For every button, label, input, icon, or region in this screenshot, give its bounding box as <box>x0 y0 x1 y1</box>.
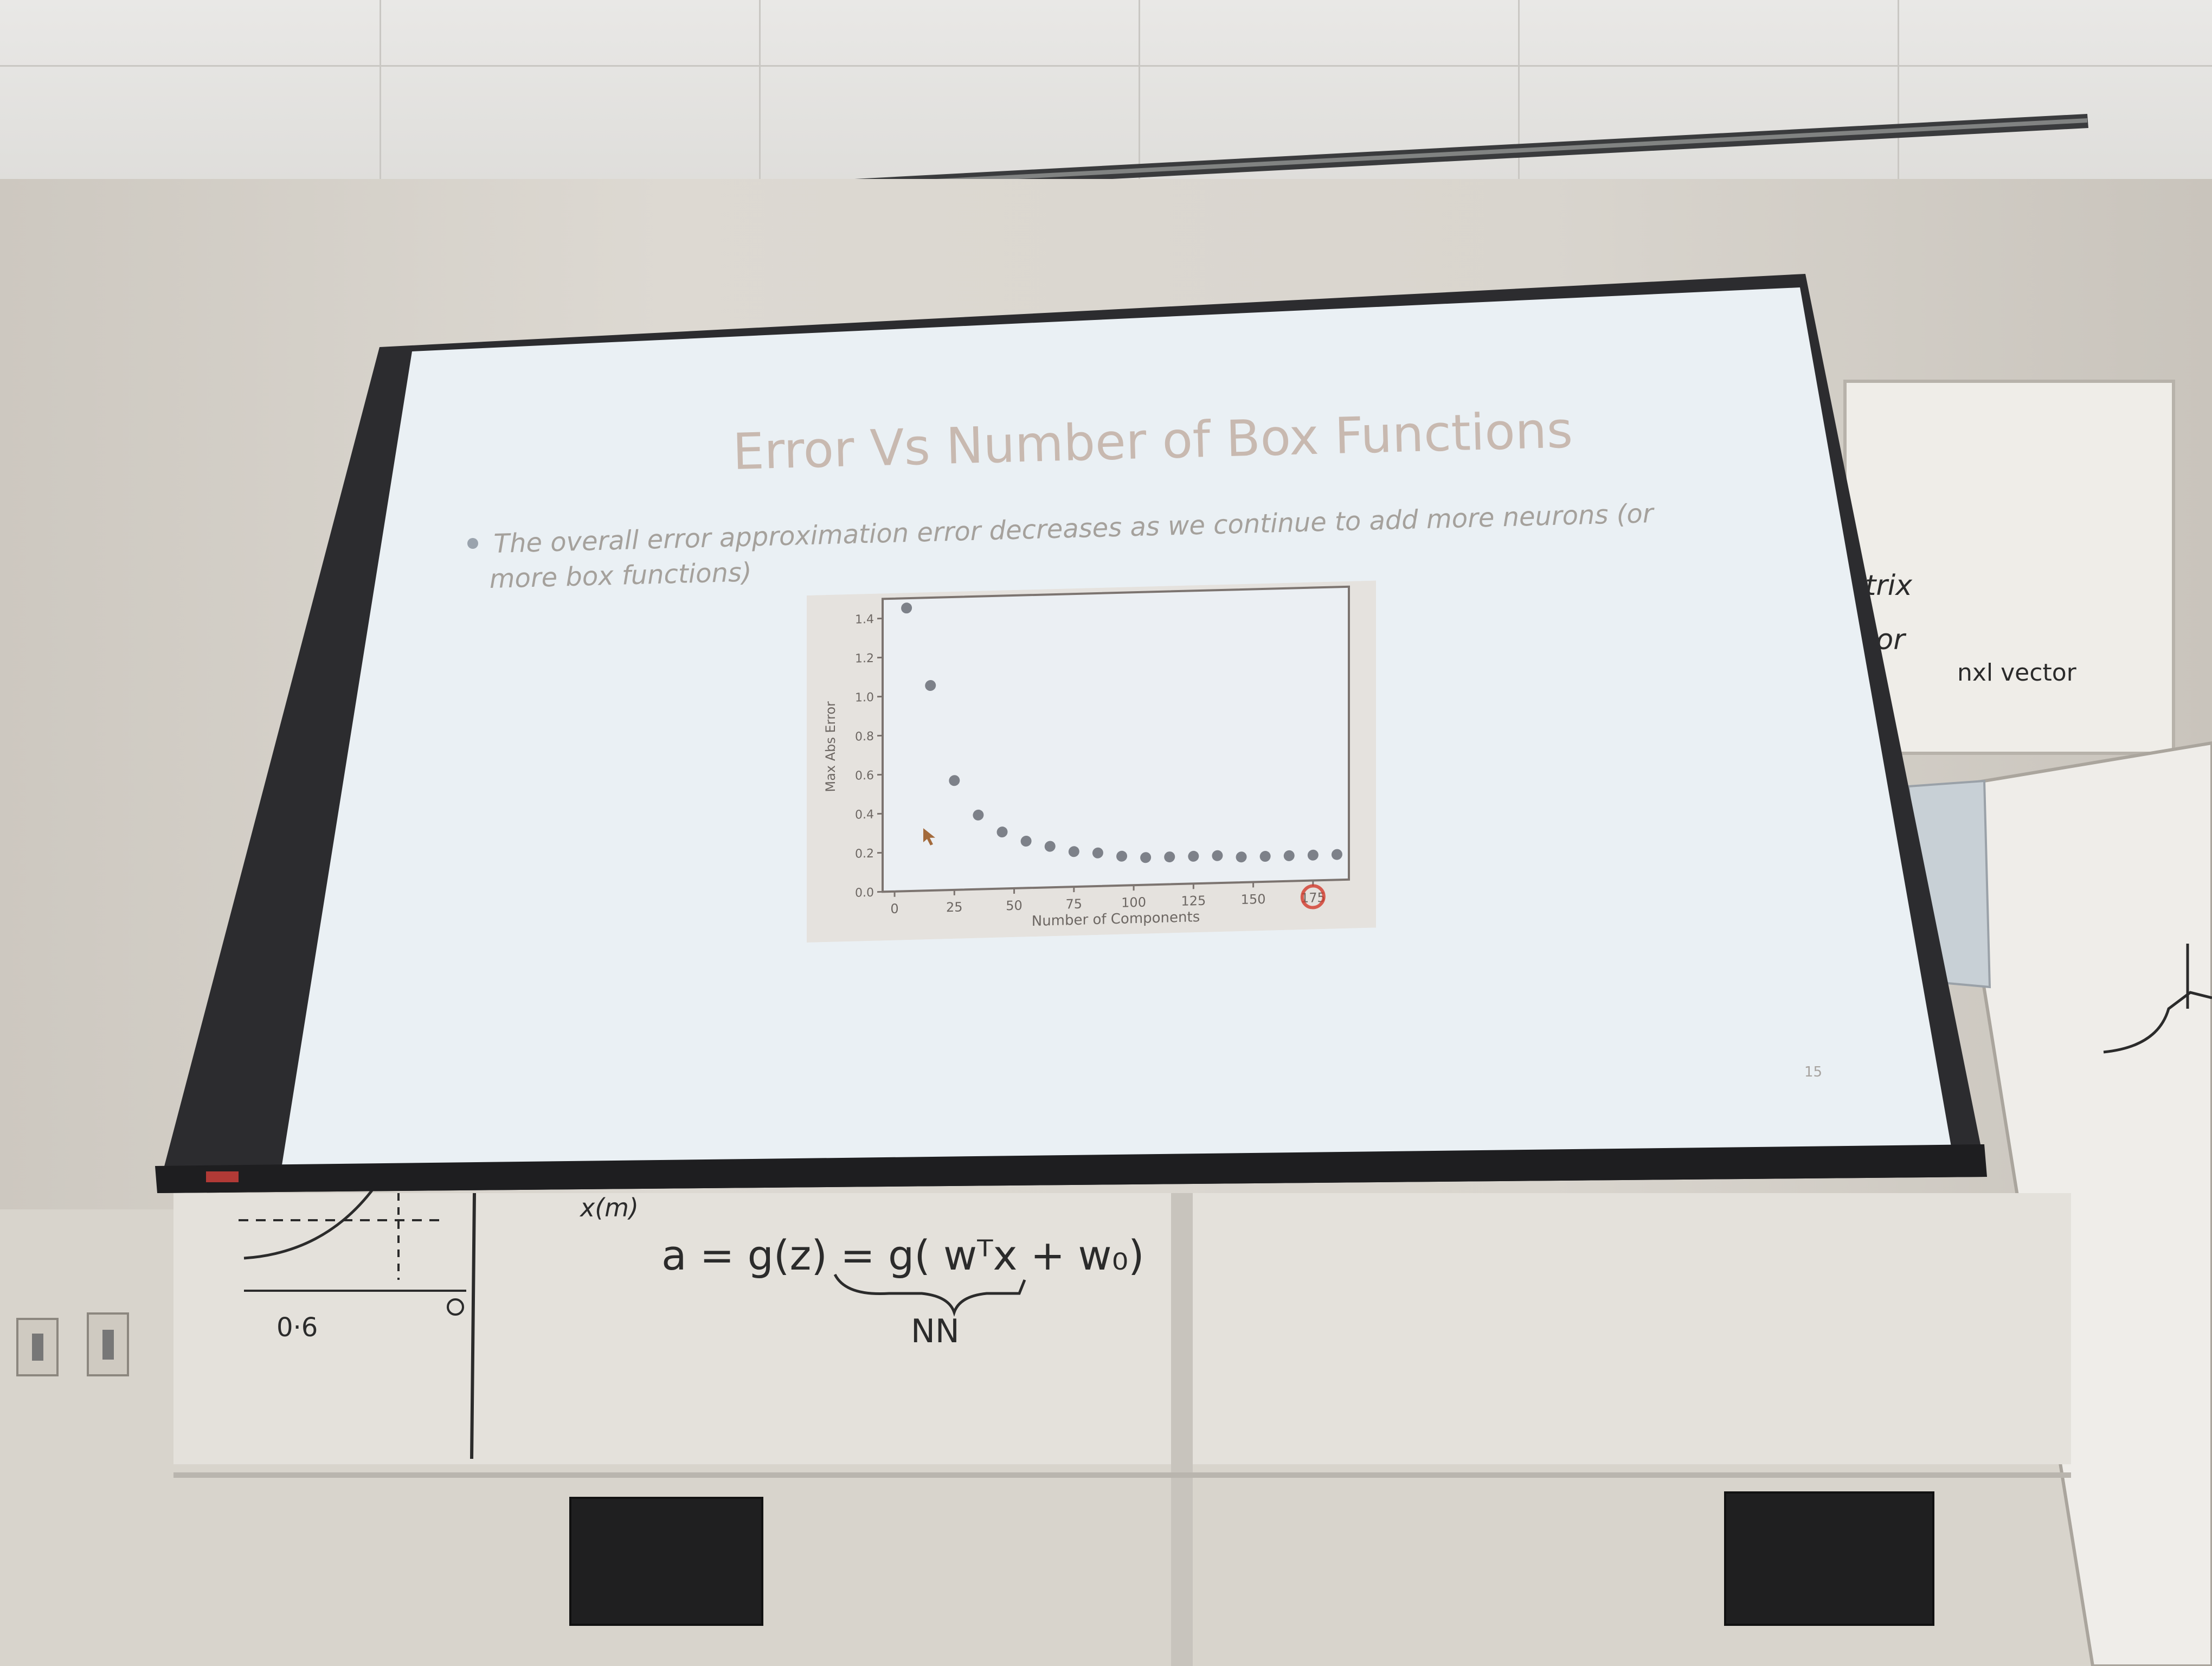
data-point <box>1116 850 1128 862</box>
data-point <box>1283 850 1295 861</box>
data-point <box>949 775 960 786</box>
formula-brace <box>833 1273 1026 1317</box>
y-tick-label: 1.2 <box>855 652 874 666</box>
x-tick-label: 0 <box>890 901 898 917</box>
ceiling-tile-line <box>1898 0 1899 179</box>
screen-bottom-bar <box>155 1144 1987 1193</box>
formula-label: NN <box>911 1312 960 1350</box>
y-tick-label: 0.8 <box>855 730 874 744</box>
x-tick-label: 50 <box>1006 898 1023 914</box>
chart: 0.0 0.2 0.4 0.6 0.8 1.0 1.2 1.4 0 25 50 75 100 125 15… <box>807 580 1376 943</box>
data-point <box>1068 846 1079 857</box>
wall-file-tray <box>1724 1491 1934 1626</box>
ceiling-tile-line <box>1518 0 1520 179</box>
y-tick-label: 1.4 <box>855 613 874 627</box>
data-point <box>1331 849 1342 860</box>
data-point <box>1259 851 1271 862</box>
ceiling-tile-line <box>380 0 381 179</box>
data-point <box>925 680 936 691</box>
y-tick-label: 0.2 <box>855 847 874 861</box>
x-tick-label: 100 <box>1121 895 1146 911</box>
ceiling <box>0 0 2212 179</box>
ceiling-tile-line <box>759 0 761 179</box>
y-tick-label: 0.4 <box>855 808 874 822</box>
y-axis-label: Max Abs Error <box>823 701 838 792</box>
formula-text: a = g(z) = g( wᵀx + w₀) <box>661 1231 1144 1279</box>
data-point <box>901 603 912 614</box>
whiteboard-text: trix <box>1865 569 1912 602</box>
data-point <box>1164 851 1175 863</box>
whiteboard-label: x(m) <box>580 1193 639 1222</box>
x-tick-label: 25 <box>946 899 963 915</box>
y-tick-label: 1.0 <box>855 691 874 705</box>
data-points <box>901 603 1342 863</box>
y-tick-label: 0.6 <box>855 769 874 783</box>
y-tick-label: 0.0 <box>855 886 874 900</box>
data-point <box>973 809 984 821</box>
whiteboard-sketch <box>243 1187 375 1260</box>
data-point <box>1044 841 1056 852</box>
scatter-chart-svg: 0.0 0.2 0.4 0.6 0.8 1.0 1.2 1.4 0 25 50 75 100 125 15… <box>807 580 1376 943</box>
data-point <box>1092 847 1103 858</box>
bullet-point-icon <box>467 538 478 549</box>
wall-file-tray <box>569 1497 763 1626</box>
whiteboard-text: nxl vector <box>1957 659 2076 687</box>
lower-whiteboard <box>173 1193 2071 1464</box>
data-point <box>1140 852 1152 863</box>
data-point <box>996 826 1008 838</box>
data-point <box>1236 851 1247 863</box>
x-tick-label: 75 <box>1066 896 1083 912</box>
ceiling-tile-line <box>1139 0 1140 179</box>
x-tick-label: 150 <box>1241 892 1266 907</box>
x-tick-label: 125 <box>1181 893 1206 909</box>
whiteboard-sketch <box>447 1298 464 1316</box>
light-switch[interactable] <box>16 1318 59 1376</box>
chart-plot-frame <box>882 585 1350 893</box>
data-point <box>1212 850 1223 861</box>
whiteboard-sketch <box>470 1193 476 1459</box>
data-point <box>1020 836 1032 847</box>
y-axis-ticks: 0.0 0.2 0.4 0.6 0.8 1.0 1.2 1.4 <box>855 613 883 900</box>
light-switch[interactable] <box>87 1312 129 1376</box>
ceiling-tile-line <box>0 65 2212 67</box>
cursor-highlight-icon <box>1300 884 1326 909</box>
whiteboard-upper-right <box>1843 380 2175 755</box>
whiteboard-value: 0·6 <box>276 1312 318 1343</box>
data-point <box>1188 850 1199 862</box>
screen-brand-label <box>206 1171 239 1182</box>
slide-number: 15 <box>1804 1064 1823 1080</box>
data-point <box>1307 849 1319 861</box>
mouse-pointer-icon <box>923 828 935 845</box>
whiteboard-sketch <box>2103 991 2212 1054</box>
